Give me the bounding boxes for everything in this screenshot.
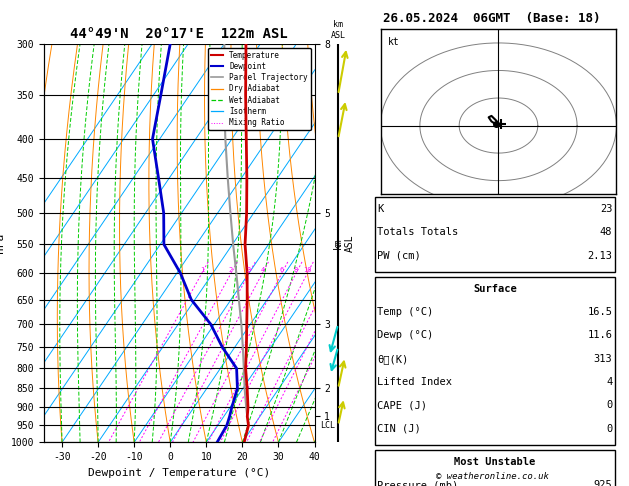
Text: 925: 925 [594, 480, 612, 486]
Text: 16.5: 16.5 [587, 307, 612, 317]
Text: 313: 313 [594, 354, 612, 364]
Text: kt: kt [387, 37, 399, 48]
Text: 4: 4 [606, 377, 612, 387]
Text: 0: 0 [606, 424, 612, 434]
Text: 48: 48 [600, 227, 612, 238]
Y-axis label: hPa: hPa [0, 233, 5, 253]
Title: 44°49'N  20°17'E  122m ASL: 44°49'N 20°17'E 122m ASL [70, 27, 288, 41]
Text: Temp (°C): Temp (°C) [377, 307, 433, 317]
Text: 6: 6 [280, 267, 284, 273]
Text: 2.13: 2.13 [587, 251, 612, 261]
Text: CAPE (J): CAPE (J) [377, 400, 427, 411]
Legend: Temperature, Dewpoint, Parcel Trajectory, Dry Adiabat, Wet Adiabat, Isotherm, Mi: Temperature, Dewpoint, Parcel Trajectory… [208, 48, 311, 130]
Text: Most Unstable: Most Unstable [454, 457, 535, 467]
Text: CIN (J): CIN (J) [377, 424, 421, 434]
Text: © weatheronline.co.uk: © weatheronline.co.uk [436, 472, 548, 481]
Text: Lifted Index: Lifted Index [377, 377, 452, 387]
Text: 23: 23 [600, 204, 612, 214]
FancyBboxPatch shape [375, 450, 615, 486]
Text: 10: 10 [303, 267, 312, 273]
Text: 1: 1 [200, 267, 204, 273]
Text: K: K [377, 204, 384, 214]
Text: 11.6: 11.6 [587, 330, 612, 341]
Text: 3: 3 [247, 267, 251, 273]
Text: 0: 0 [606, 400, 612, 411]
Text: PW (cm): PW (cm) [377, 251, 421, 261]
Text: LCL: LCL [320, 421, 335, 430]
Text: 4: 4 [260, 267, 265, 273]
Text: Dewp (°C): Dewp (°C) [377, 330, 433, 341]
Text: Totals Totals: Totals Totals [377, 227, 459, 238]
Text: 2: 2 [229, 267, 233, 273]
Text: km
ASL: km ASL [331, 20, 345, 40]
X-axis label: Dewpoint / Temperature (°C): Dewpoint / Temperature (°C) [88, 468, 270, 478]
Text: θᴇ(K): θᴇ(K) [377, 354, 409, 364]
Text: Pressure (mb): Pressure (mb) [377, 480, 459, 486]
FancyBboxPatch shape [375, 277, 615, 445]
Text: 8: 8 [294, 267, 298, 273]
Text: 26.05.2024  06GMT  (Base: 18): 26.05.2024 06GMT (Base: 18) [384, 12, 601, 25]
FancyBboxPatch shape [375, 197, 615, 272]
Text: Surface: Surface [473, 284, 516, 294]
Y-axis label: km
ASL: km ASL [333, 234, 355, 252]
